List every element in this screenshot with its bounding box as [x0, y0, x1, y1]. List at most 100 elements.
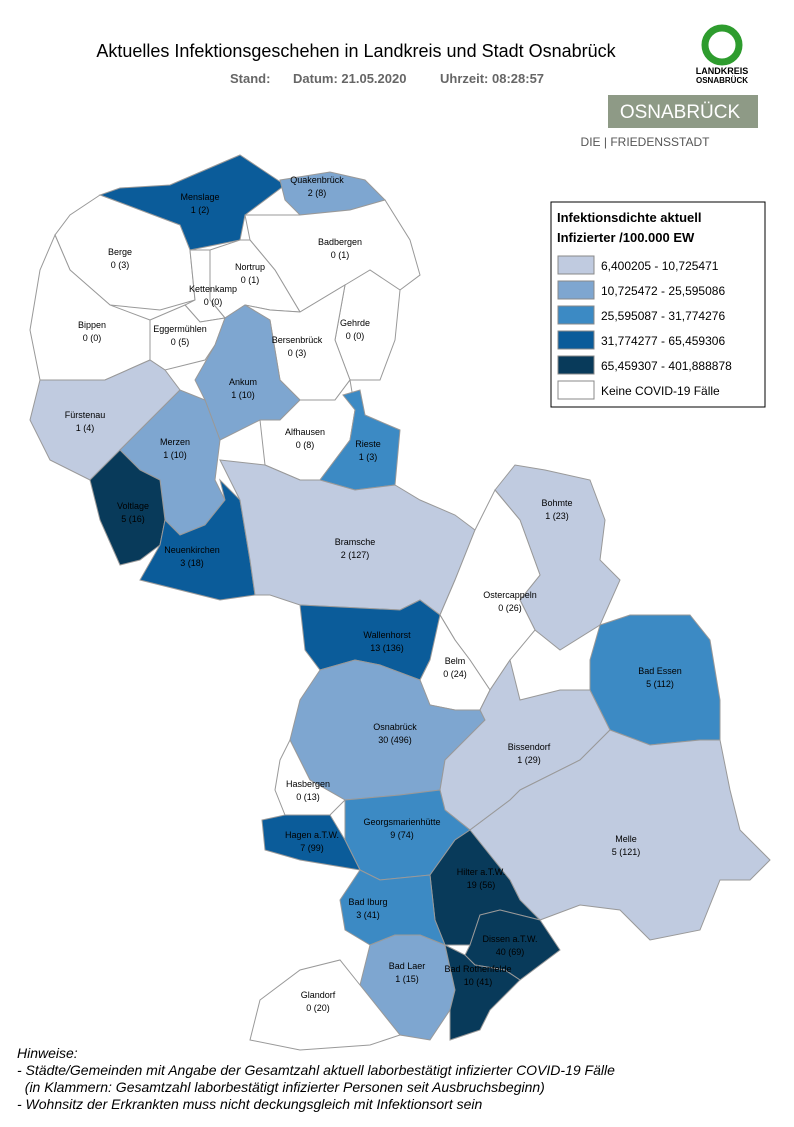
region-cases: 1 (4) — [76, 423, 95, 433]
region-cases: 2 (127) — [341, 550, 370, 560]
region-name: Rieste — [355, 439, 381, 449]
region-cases: 0 (0) — [83, 333, 102, 343]
region-cases: 1 (23) — [545, 511, 569, 521]
region-cases: 0 (8) — [296, 440, 315, 450]
region-name: Voltlage — [117, 501, 149, 511]
logo-ring — [701, 24, 743, 66]
region-cases: 0 (1) — [331, 250, 350, 260]
region-cases: 0 (1) — [241, 275, 260, 285]
region-name: Merzen — [160, 437, 190, 447]
region-name: Bohmte — [541, 498, 572, 508]
legend-label: 31,774277 - 65,459306 — [601, 334, 725, 348]
tagline: DIE | FRIEDENSSTADT — [581, 135, 711, 149]
stand: Stand: — [230, 71, 270, 86]
region-cases: 1 (10) — [163, 450, 187, 460]
region-cases: 40 (69) — [496, 947, 525, 957]
region-name: Wallenhorst — [363, 630, 411, 640]
region-name: Nortrup — [235, 262, 265, 272]
title: Aktuelles Infektionsgeschehen in Landkre… — [96, 41, 616, 61]
region-name: Bad Iburg — [348, 897, 387, 907]
region-name: Eggermühlen — [153, 324, 207, 334]
region-cases: 7 (99) — [300, 843, 324, 853]
note-line: (in Klammern: Gesamtzahl laborbestätigt … — [17, 1079, 545, 1095]
region-cases: 9 (74) — [390, 830, 414, 840]
region-cases: 19 (56) — [467, 880, 496, 890]
region — [444, 944, 521, 1041]
region-cases: 10 (41) — [464, 977, 493, 987]
region-name: Bissendorf — [508, 742, 551, 752]
region-cases: 0 (24) — [443, 669, 467, 679]
region-name: Bad Essen — [638, 666, 682, 676]
region-cases: 1 (3) — [359, 452, 378, 462]
region-cases: 0 (20) — [306, 1003, 330, 1013]
region-name: Melle — [615, 834, 637, 844]
region-labels: Menslage 1 (2) Quakenbrück 2 (8) Badbergen 0 … — [65, 175, 682, 1013]
region-cases: 30 (496) — [378, 735, 412, 745]
note-line: Hinweise: — [17, 1045, 78, 1061]
region — [98, 154, 286, 251]
region-cases: 5 (16) — [121, 514, 145, 524]
region — [261, 814, 361, 871]
region-name: Bad Rothenfelde — [444, 964, 511, 974]
region-cases: 0 (5) — [171, 337, 190, 347]
region-name: Belm — [445, 656, 466, 666]
region — [139, 478, 256, 601]
legend-swatch — [557, 380, 595, 400]
legend-label: 6,400205 - 10,725471 — [601, 259, 719, 273]
region-name: Neuenkirchen — [164, 545, 220, 555]
region-name: Menslage — [180, 192, 219, 202]
legend-swatch — [557, 305, 595, 325]
region-name: Bad Laer — [389, 961, 426, 971]
region-name: Hasbergen — [286, 779, 330, 789]
region-name: Ostercappeln — [483, 590, 537, 600]
brand-box — [608, 95, 758, 128]
region-cases: 2 (8) — [308, 188, 327, 198]
legend: Infektionsdichte aktuell Infizierter /10… — [550, 201, 766, 408]
region-cases: 0 (26) — [498, 603, 522, 613]
region-name: Bersenbrück — [272, 335, 323, 345]
region-cases: 0 (0) — [204, 297, 223, 307]
legend-title: Infizierter /100.000 EW — [557, 230, 695, 245]
region-name: Osnabrück — [373, 722, 417, 732]
region-cases: 0 (3) — [288, 348, 307, 358]
legend-swatch — [557, 280, 595, 300]
region-cases: 1 (15) — [395, 974, 419, 984]
date: Datum: 21.05.2020 — [293, 71, 406, 86]
region-cases: 3 (41) — [356, 910, 380, 920]
region-name: Hagen a.T.W. — [285, 830, 339, 840]
region-name: Bippen — [78, 320, 106, 330]
note-line: - Städte/Gemeinden mit Angabe der Gesamt… — [17, 1062, 615, 1078]
region-cases: 0 (13) — [296, 792, 320, 802]
region-name: Badbergen — [318, 237, 362, 247]
legend-swatch — [557, 330, 595, 350]
region-name: Gehrde — [340, 318, 370, 328]
region-name: Alfhausen — [285, 427, 325, 437]
legend-label: 65,459307 - 401,888878 — [601, 359, 732, 373]
region-name: Glandorf — [301, 990, 336, 1000]
region — [54, 194, 196, 311]
region-cases: 13 (136) — [370, 643, 404, 653]
region-name: Ankum — [229, 377, 257, 387]
legend-label: Keine COVID-19 Fälle — [601, 384, 720, 398]
notes: Hinweise:- Städte/Gemeinden mit Angabe d… — [17, 1045, 615, 1112]
region — [249, 959, 401, 1051]
legend-title: Infektionsdichte aktuell — [557, 210, 701, 225]
legend-swatch — [557, 355, 595, 375]
region-name: Georgsmarienhütte — [363, 817, 440, 827]
logo-line2: OSNABRÜCK — [696, 76, 748, 85]
legend-swatch — [557, 255, 595, 275]
brand: OSNABRÜCK — [620, 102, 741, 123]
note-line: - Wohnsitz der Erkrankten muss nicht dec… — [17, 1096, 483, 1112]
logo-line1: LANDKREIS — [696, 66, 749, 76]
region-cases: 1 (10) — [231, 390, 255, 400]
region-cases: 0 (3) — [111, 260, 130, 270]
region-cases: 1 (29) — [517, 755, 541, 765]
region-name: Quakenbrück — [290, 175, 344, 185]
region-name: Dissen a.T.W. — [482, 934, 537, 944]
region-name: Hilter a.T.W. — [457, 867, 506, 877]
region-cases: 5 (112) — [646, 679, 674, 689]
region — [339, 869, 446, 946]
legend-label: 25,595087 - 31,774276 — [601, 309, 725, 323]
legend-label: 10,725472 - 25,595086 — [601, 284, 725, 298]
